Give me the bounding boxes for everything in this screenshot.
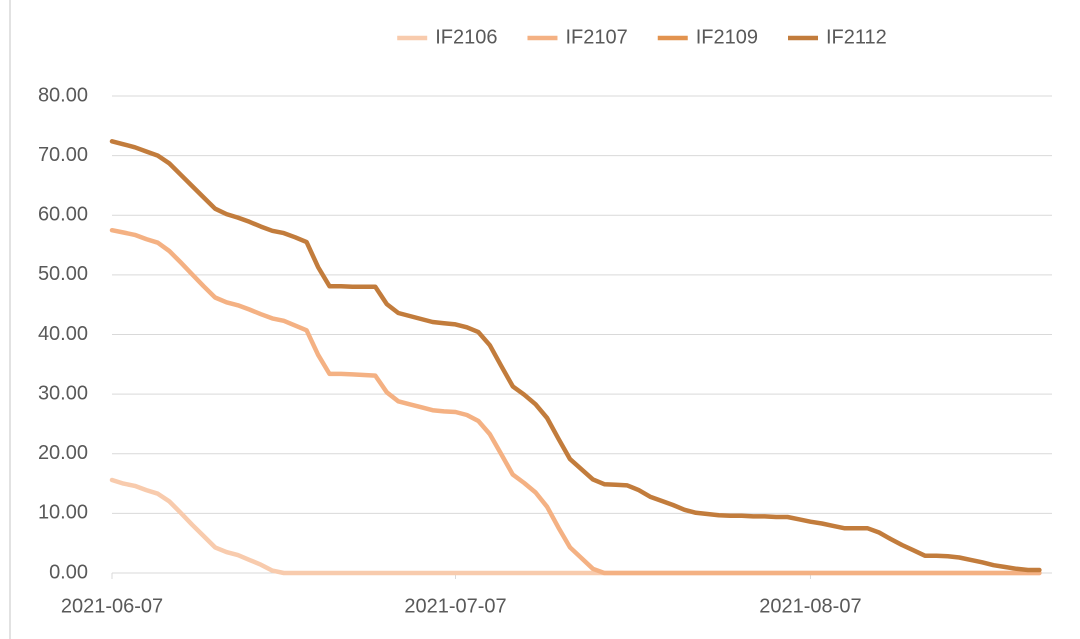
legend-label: IF2106 bbox=[435, 26, 497, 48]
legend-label: IF2109 bbox=[696, 26, 758, 48]
legend-label: IF2112 bbox=[826, 26, 887, 48]
y-tick-label: 80.00 bbox=[38, 84, 88, 106]
legend-label: IF2107 bbox=[565, 26, 627, 48]
x-tick-label: 2021-07-07 bbox=[404, 595, 506, 617]
series-line bbox=[109, 139, 1042, 573]
series-line bbox=[109, 227, 1042, 576]
y-tick-label: 10.00 bbox=[38, 502, 88, 524]
x-tick-label: 2021-06-07 bbox=[61, 595, 163, 617]
chart-border bbox=[9, 0, 11, 639]
y-tick-label: 60.00 bbox=[38, 204, 88, 226]
x-tick-label: 2021-08-07 bbox=[759, 595, 861, 617]
y-tick-label: 50.00 bbox=[38, 263, 88, 285]
series-line bbox=[109, 477, 1042, 576]
y-tick-label: 0.00 bbox=[49, 561, 88, 583]
y-tick-label: 40.00 bbox=[38, 323, 88, 345]
y-tick-label: 20.00 bbox=[38, 442, 88, 464]
y-tick-label: 30.00 bbox=[38, 382, 88, 404]
y-tick-label: 70.00 bbox=[38, 144, 88, 166]
